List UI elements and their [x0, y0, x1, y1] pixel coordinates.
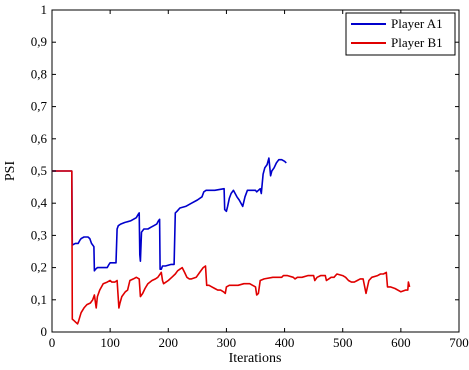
- y-tick-label: 0,3: [31, 227, 47, 242]
- series-line-player-a1: [52, 157, 287, 272]
- y-tick-label: 0,1: [31, 292, 47, 307]
- y-tick-label: 0,9: [31, 34, 47, 49]
- x-tick-label: 100: [100, 335, 120, 350]
- x-axis-label: Iterations: [229, 351, 282, 366]
- y-tick-label: 1: [41, 2, 48, 17]
- y-tick-label: 0,8: [31, 66, 47, 81]
- legend-box: [345, 12, 456, 56]
- legend-label-player-a1: Player A1: [391, 16, 443, 31]
- x-tick-label: 500: [333, 335, 353, 350]
- x-tick-label: 0: [49, 335, 56, 350]
- x-tick-label: 300: [217, 335, 237, 350]
- y-tick-label: 0,4: [31, 195, 48, 210]
- plot-area: [51, 9, 460, 333]
- x-tick-label: 400: [275, 335, 295, 350]
- x-tick-label: 600: [391, 335, 411, 350]
- series-line-player-b1: [52, 170, 411, 325]
- x-tick-label: 200: [159, 335, 179, 350]
- x-axis-ticks: 0 100 200 300 400 500 600 700: [49, 10, 469, 350]
- y-tick-label: 0,7: [31, 99, 48, 114]
- x-tick-label: 700: [449, 335, 469, 350]
- y-tick-label: 0: [41, 324, 48, 339]
- legend-label-player-b1: Player B1: [391, 35, 443, 50]
- series-lines: [52, 157, 411, 325]
- legend: Player A1 Player B1: [345, 12, 456, 56]
- y-tick-label: 0,5: [31, 163, 47, 178]
- y-axis-label: PSI: [3, 161, 18, 182]
- y-tick-label: 0,6: [31, 131, 48, 146]
- y-axis-ticks: 0 0,1 0,2 0,3 0,4 0,5 0,6 0,7 0,8 0,9 1: [31, 2, 459, 339]
- y-tick-label: 0,2: [31, 260, 47, 275]
